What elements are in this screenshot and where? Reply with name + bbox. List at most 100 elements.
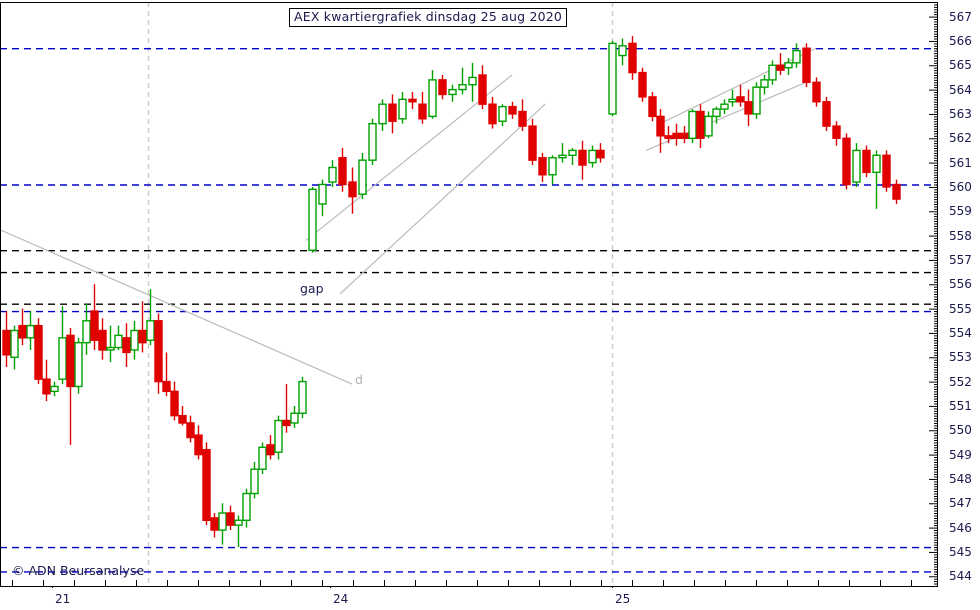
candle bbox=[378, 99, 387, 131]
candle-body bbox=[802, 47, 811, 83]
y-axis-tick-label: 552 bbox=[949, 374, 972, 389]
candle-body bbox=[712, 108, 721, 118]
candle-body bbox=[242, 492, 251, 521]
candle-body bbox=[130, 329, 139, 351]
candle-body bbox=[74, 341, 83, 388]
candle bbox=[696, 104, 705, 148]
candle bbox=[688, 109, 697, 144]
candle bbox=[298, 376, 307, 419]
candle-body bbox=[170, 390, 179, 417]
candlestick-plot bbox=[0, 2, 938, 588]
candle bbox=[226, 505, 235, 531]
horizontal-support-lines bbox=[0, 48, 938, 573]
candle-body bbox=[488, 103, 497, 125]
candle bbox=[760, 75, 769, 95]
candle bbox=[318, 179, 327, 217]
candle bbox=[146, 289, 155, 346]
y-axis-tick-label: 561 bbox=[949, 155, 972, 170]
candle-body bbox=[832, 125, 841, 139]
candle-body bbox=[568, 149, 577, 157]
candle-body bbox=[558, 154, 567, 159]
candle-body bbox=[226, 512, 235, 526]
candle-body bbox=[318, 183, 327, 205]
candle-body bbox=[202, 449, 211, 522]
candle bbox=[672, 123, 681, 146]
y-axis-tick-label: 565 bbox=[949, 58, 972, 73]
candle bbox=[266, 435, 275, 460]
candle bbox=[138, 301, 147, 353]
candle-body bbox=[448, 88, 457, 96]
candle-body bbox=[66, 334, 75, 388]
candle-body bbox=[672, 132, 681, 139]
candle bbox=[628, 36, 637, 80]
candle-body bbox=[328, 166, 337, 183]
y-axis-tick-label: 549 bbox=[949, 447, 972, 462]
candle-body bbox=[162, 380, 171, 393]
channel-1-upper bbox=[305, 74, 513, 241]
candle bbox=[448, 84, 457, 102]
candle-body bbox=[578, 149, 587, 166]
candle bbox=[66, 328, 75, 445]
candle-body bbox=[2, 329, 11, 356]
candle bbox=[58, 306, 67, 385]
y-axis-tick-label: 545 bbox=[949, 544, 972, 559]
x-axis-tick-label: 21 bbox=[55, 592, 71, 606]
candle bbox=[154, 313, 163, 394]
candle bbox=[114, 325, 123, 350]
y-axis-tick-label: 547 bbox=[949, 496, 972, 511]
candle bbox=[438, 75, 447, 100]
y-axis-tick-label: 546 bbox=[949, 520, 972, 535]
candle bbox=[178, 405, 187, 426]
candle-body bbox=[892, 183, 901, 200]
candle bbox=[338, 148, 347, 192]
candle bbox=[328, 160, 337, 187]
candle-body bbox=[98, 329, 107, 351]
candle bbox=[558, 143, 567, 163]
candle-body bbox=[862, 149, 871, 174]
candle bbox=[98, 318, 107, 360]
candle-body bbox=[358, 159, 367, 195]
candle-body bbox=[508, 105, 517, 115]
y-axis-tick-label: 562 bbox=[949, 131, 972, 146]
candle bbox=[498, 104, 507, 127]
candle bbox=[10, 325, 19, 370]
candle-body bbox=[418, 103, 427, 120]
candle-body bbox=[154, 320, 163, 383]
candle bbox=[388, 94, 397, 134]
candle bbox=[776, 53, 785, 75]
y-axis-tick-label: 557 bbox=[949, 252, 972, 267]
candle bbox=[42, 359, 51, 402]
candle bbox=[872, 150, 881, 209]
candle bbox=[792, 43, 801, 68]
candle bbox=[892, 179, 901, 204]
candle-body bbox=[210, 517, 219, 531]
y-axis-tick-label: 564 bbox=[949, 82, 972, 97]
y-axis-tick-label: 558 bbox=[949, 228, 972, 243]
candle-body bbox=[648, 96, 657, 118]
y-axis-tick-label: 548 bbox=[949, 471, 972, 486]
candle bbox=[548, 155, 557, 185]
candle bbox=[712, 106, 721, 124]
candle bbox=[704, 111, 713, 139]
candle-body bbox=[618, 45, 627, 57]
candle bbox=[478, 65, 487, 110]
candle bbox=[250, 461, 259, 499]
y-axis-tick-label: 544 bbox=[949, 569, 972, 584]
candle-body bbox=[478, 74, 487, 105]
candle-body bbox=[882, 154, 891, 188]
candle bbox=[768, 60, 777, 85]
candle-body bbox=[338, 157, 347, 186]
candle-body bbox=[704, 115, 713, 137]
candle bbox=[882, 150, 891, 192]
candle bbox=[638, 67, 647, 102]
candle bbox=[538, 152, 547, 183]
y-axis-tick-label: 554 bbox=[949, 325, 972, 340]
candle bbox=[648, 92, 657, 122]
candle bbox=[588, 145, 597, 168]
candle-body bbox=[608, 42, 617, 115]
candle-body bbox=[588, 149, 597, 164]
y-axis-tick-label: 553 bbox=[949, 350, 972, 365]
candle-body bbox=[872, 154, 881, 174]
candle bbox=[90, 284, 99, 350]
